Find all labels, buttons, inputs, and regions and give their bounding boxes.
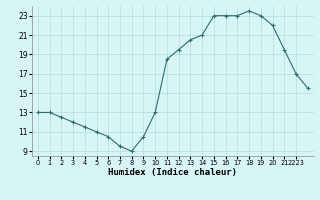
X-axis label: Humidex (Indice chaleur): Humidex (Indice chaleur) (108, 168, 237, 177)
